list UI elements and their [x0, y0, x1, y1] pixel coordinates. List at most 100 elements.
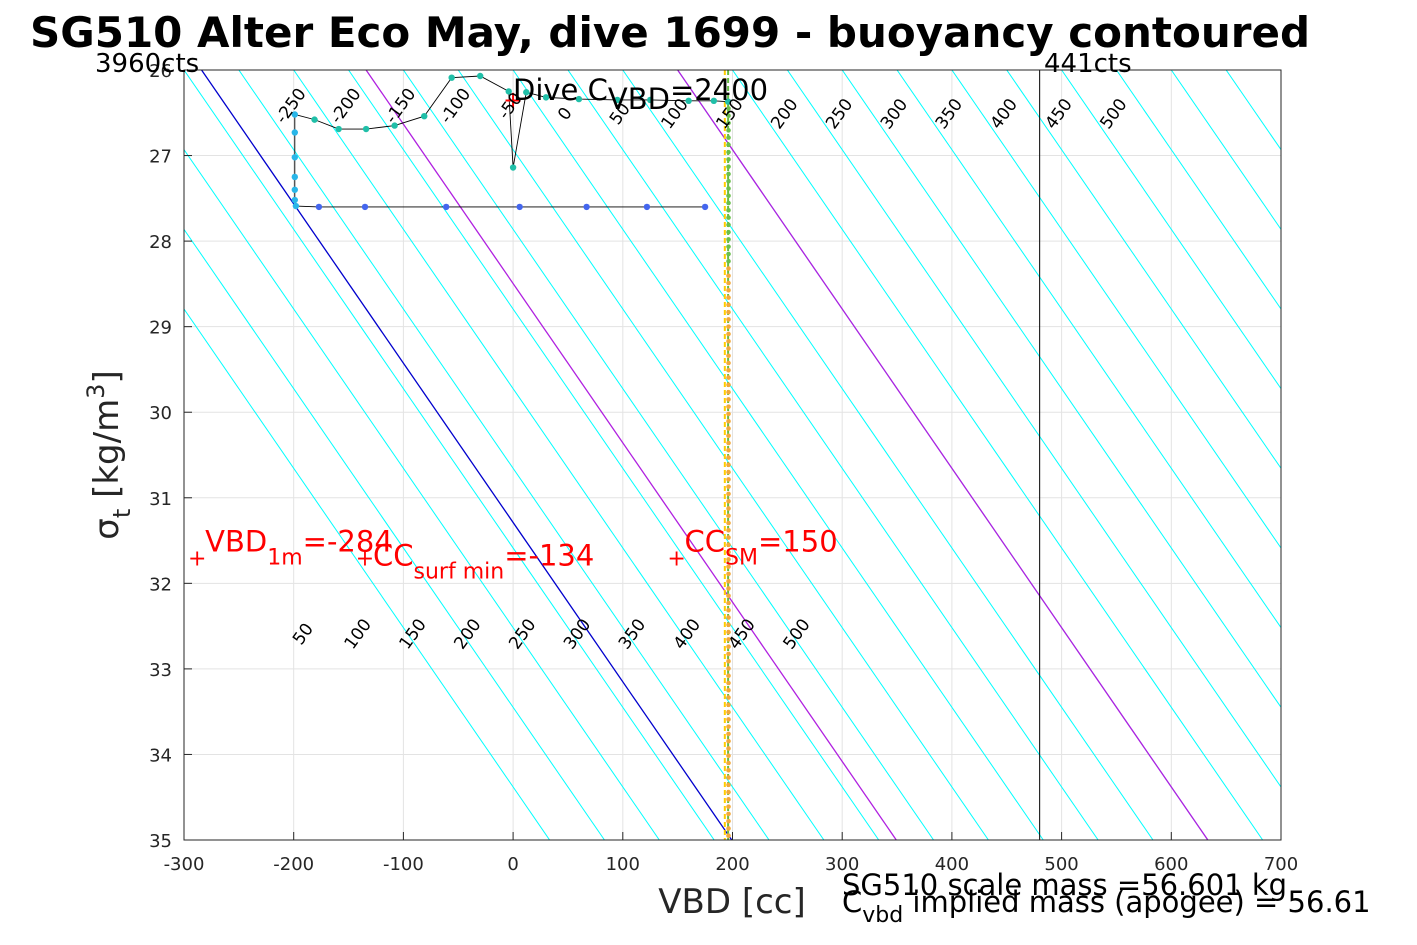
profile-point [726, 767, 731, 773]
profile-point [726, 288, 731, 293]
profile-point [726, 426, 731, 431]
trajectory-point [291, 173, 298, 181]
profile-point [726, 186, 731, 191]
profile-point [726, 702, 731, 708]
profile-point [726, 644, 731, 649]
trajectory-point [724, 98, 732, 105]
contour-line [622, 70, 1154, 840]
trajectory-point [614, 96, 621, 104]
contour-line [1061, 70, 1281, 390]
contour-line [238, 70, 770, 840]
profile-point [726, 571, 731, 577]
profile-point [726, 237, 731, 242]
profile-point [726, 797, 731, 802]
profile-point [726, 513, 731, 519]
contour-line [293, 70, 825, 840]
y-tick-label: 32 [149, 574, 172, 595]
profile-point [726, 498, 731, 504]
trajectory-point [710, 97, 718, 105]
profile-point [726, 258, 731, 264]
profile-point [726, 200, 731, 206]
profile-point [726, 178, 731, 184]
trajectory-point [523, 89, 530, 96]
profile-point [726, 782, 731, 788]
vertical-profile [726, 106, 731, 839]
profile-point [726, 833, 731, 839]
x-axis-label: VBD [cc] [658, 882, 806, 922]
profile-point [726, 440, 731, 446]
profile-point [726, 673, 731, 679]
trajectory-point [315, 203, 323, 211]
x-tick-label: 700 [1264, 854, 1298, 875]
x-tick-label: 100 [606, 854, 640, 875]
contour-line [512, 70, 1044, 840]
vbd-markers: +VBD1m=-284+CCsurf min=-134 +CCSM=150 [188, 524, 838, 584]
trajectory-point [516, 203, 523, 211]
profile-point [726, 586, 731, 591]
profile-point [726, 593, 731, 599]
profile-point [726, 527, 731, 533]
trajectory-point [685, 97, 692, 105]
trajectory-point [311, 116, 318, 123]
profile-point [726, 753, 731, 759]
profile-point [726, 615, 731, 620]
profile-point [726, 120, 731, 126]
trajectory-point [421, 113, 428, 120]
profile-point [726, 411, 731, 417]
profile-point [726, 789, 731, 795]
profile-point [726, 666, 731, 671]
x-tick-label: 300 [825, 854, 859, 875]
contour-line [896, 70, 1281, 629]
y-tick-label: 29 [149, 318, 172, 339]
profile-point [726, 695, 731, 700]
profile-point [726, 317, 731, 322]
axis-ticks: -300 -200 -100 0 100 200 300 400 500 600 700 26 27 28… [149, 61, 1298, 875]
trajectory-point [575, 95, 583, 103]
profile-point [726, 447, 731, 453]
contour-line [732, 70, 1264, 840]
marker-cross: + [356, 546, 374, 571]
profile-point [726, 331, 731, 337]
profile-point [726, 215, 731, 220]
profile-point [726, 455, 731, 460]
profile-point [726, 535, 731, 540]
profile-point [726, 600, 731, 606]
profile-point [726, 404, 731, 409]
dive-marker: + [503, 86, 523, 114]
trajectory-point [361, 203, 369, 211]
profile-point [726, 506, 731, 511]
profile-point [726, 818, 731, 824]
left-counts-label: 3960cts [95, 49, 199, 79]
profile-point [726, 397, 731, 402]
x-tick-label: 400 [935, 854, 969, 875]
reference-line-vbd-1m [201, 70, 733, 840]
profile-point [726, 353, 731, 359]
contour-line [951, 70, 1281, 549]
profile-point [726, 295, 731, 300]
profile-point [726, 717, 731, 722]
trajectory-point [476, 72, 484, 80]
profile-point [726, 687, 731, 693]
trajectory-point [362, 125, 370, 133]
contour-line [1280, 70, 1281, 71]
profile-point [726, 462, 731, 468]
profile-point [726, 273, 731, 279]
dive-c-label: Dive CVBD=2400 [513, 73, 768, 116]
trajectory-point [509, 164, 517, 171]
trajectory-point [505, 88, 512, 95]
profile-point [726, 251, 731, 257]
contour-line [184, 228, 605, 840]
trajectory-point [583, 203, 590, 211]
profile-point [726, 804, 731, 809]
profile-point [726, 629, 731, 635]
profile-point [726, 149, 731, 155]
contour-line [1006, 70, 1281, 470]
profile-point [726, 826, 731, 831]
profile-point [726, 346, 731, 351]
x-tick-label: -300 [164, 854, 205, 875]
reference-line-cc-sm [677, 70, 1209, 840]
profile-point [726, 389, 731, 395]
contour-line [184, 308, 551, 840]
y-tick-label: 34 [149, 745, 172, 766]
